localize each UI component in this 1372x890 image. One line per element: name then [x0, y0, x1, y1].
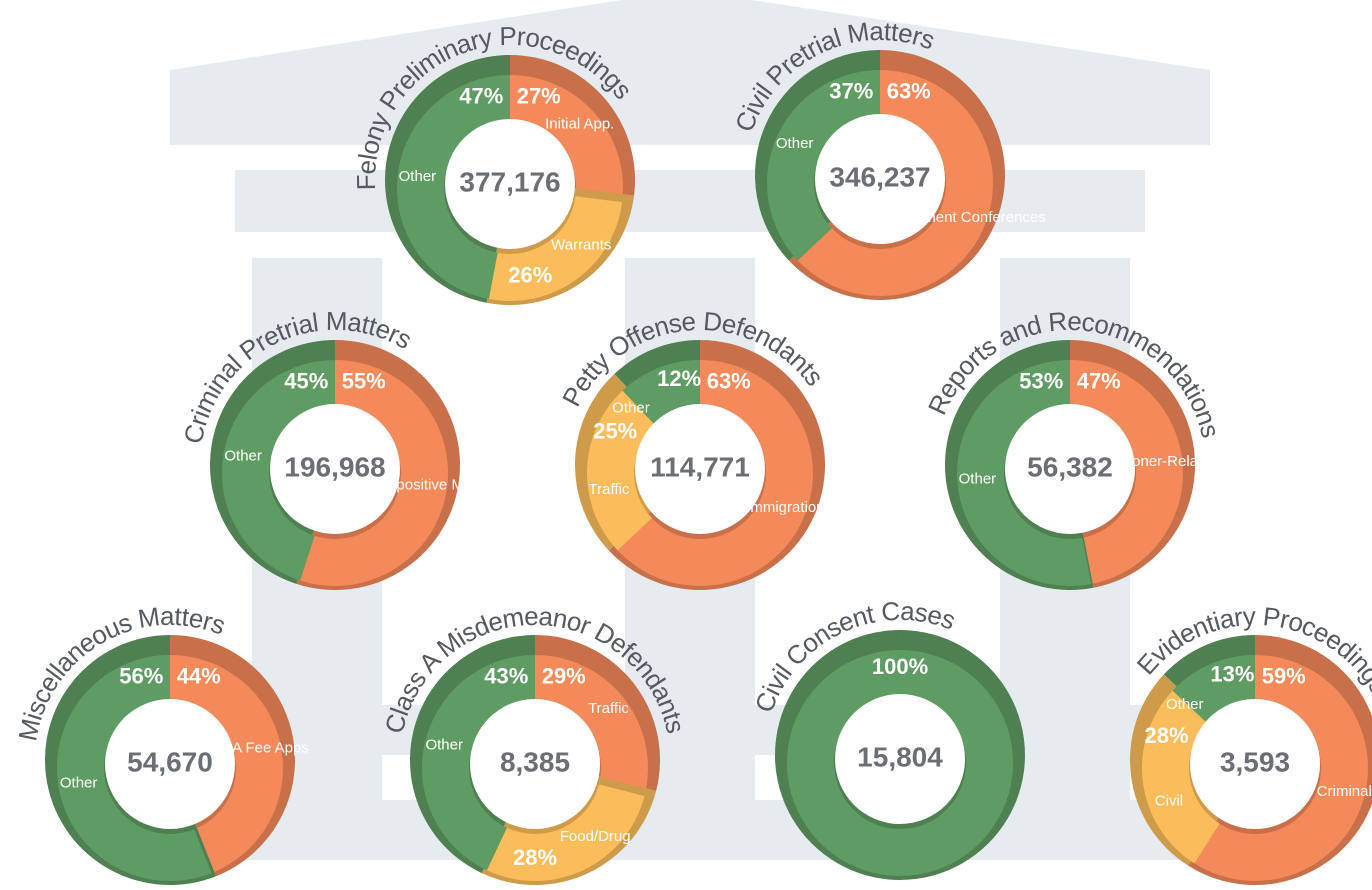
segment-face: [422, 655, 535, 871]
segment-face: [486, 784, 645, 882]
segment-face: [510, 75, 623, 203]
segment-face: [222, 360, 335, 581]
segment-label: Other: [60, 774, 98, 791]
percent-label: 55%: [342, 368, 386, 393]
donut-chart: 63% Settlement Conferences 37% Other 346,237…: [729, 16, 1046, 300]
segment-label: Other: [399, 168, 437, 185]
percent-label: 63%: [707, 368, 751, 393]
percent-label: 26%: [508, 263, 552, 288]
percent-label: 47%: [1077, 368, 1121, 393]
segment-label: Warrants: [551, 237, 611, 254]
donut-chart: 55% Nondispositive Motions 45% Other 196,968…: [178, 306, 504, 590]
segment-label: Traffic: [589, 481, 630, 498]
segment-face: [1194, 654, 1369, 882]
segment-face: [766, 70, 880, 261]
percent-label: 28%: [1145, 723, 1189, 748]
donut-chart: 59%Criminal28%Civil13%Other3,593Evidenti…: [1130, 601, 1372, 885]
percent-label: 28%: [513, 845, 557, 870]
segment-face: [57, 655, 212, 881]
segment-label: Initial App.: [545, 115, 614, 132]
segment-label: CJA Fee Apps: [214, 740, 309, 757]
segment-label: Other: [776, 135, 814, 152]
segment-label: Prisoner-Related: [1106, 453, 1219, 470]
percent-label: 27%: [517, 83, 561, 108]
step: [130, 800, 1250, 860]
segment-face: [1142, 690, 1220, 864]
percent-label: 43%: [484, 663, 528, 688]
segment-face: [786, 650, 1013, 876]
pediment: [170, 0, 1210, 145]
donut-hole: [815, 114, 945, 244]
total-label: 3,593: [1220, 746, 1290, 777]
donut-hole: [470, 699, 600, 829]
segment-label: Nondispositive Motions: [350, 477, 504, 494]
segment-label: Traffic: [588, 700, 629, 717]
donut-hole: [105, 699, 235, 829]
segment-label: Food/Drug: [560, 828, 631, 845]
segment-label: Other: [425, 737, 463, 754]
total-label: 8,385: [500, 746, 570, 777]
donut-hole: [1190, 699, 1320, 829]
percent-label: 44%: [177, 663, 221, 688]
segment-label: Other: [959, 471, 997, 488]
segment-face: [535, 655, 648, 797]
percent-label: 45%: [284, 368, 328, 393]
segment-face: [957, 360, 1092, 586]
donut-hole: [445, 119, 575, 249]
segment-face: [300, 360, 449, 586]
total-label: 346,237: [829, 161, 930, 192]
segment-face: [1070, 360, 1184, 584]
total-label: 377,176: [459, 166, 560, 197]
donut-hole: [635, 404, 765, 534]
segment-label: Other: [1166, 696, 1204, 713]
segment-face: [170, 655, 284, 874]
segment-label: Immigration: [746, 499, 824, 516]
donut-chart: 63%Immigration25%Traffic12%Other114,771P…: [556, 306, 830, 590]
percent-label: 59%: [1262, 663, 1306, 688]
total-label: 15,804: [857, 741, 943, 772]
percent-label: 53%: [1019, 368, 1063, 393]
donut-hole: [1005, 404, 1135, 534]
donut-hole: [270, 404, 400, 534]
segment-label: Civil: [1155, 792, 1183, 809]
percent-label: 29%: [542, 663, 586, 688]
percent-label: 25%: [593, 419, 637, 444]
percent-label: 37%: [829, 78, 873, 103]
segment-face: [488, 196, 623, 301]
segment-label: Criminal: [1317, 783, 1372, 800]
segment-label: Other: [224, 447, 262, 464]
total-label: 114,771: [650, 451, 750, 482]
percent-label: 12%: [657, 366, 701, 391]
total-label: 54,670: [127, 746, 213, 777]
segment-face: [617, 360, 814, 586]
segment-face: [797, 70, 993, 296]
segment-face: [396, 75, 510, 299]
percent-label: 63%: [887, 78, 931, 103]
percent-label: 56%: [119, 663, 163, 688]
percent-label: 47%: [459, 83, 503, 108]
segment-label: Settlement Conferences: [885, 209, 1046, 226]
donut-hole: [835, 694, 965, 824]
step: [200, 705, 1180, 755]
percent-label: 100%: [872, 654, 928, 679]
percent-label: 13%: [1210, 662, 1254, 687]
total-label: 196,968: [284, 451, 385, 482]
segment-face: [1172, 655, 1255, 723]
segment-face: [587, 390, 655, 551]
segment-label: Other: [612, 400, 650, 417]
total-label: 56,382: [1027, 451, 1113, 482]
